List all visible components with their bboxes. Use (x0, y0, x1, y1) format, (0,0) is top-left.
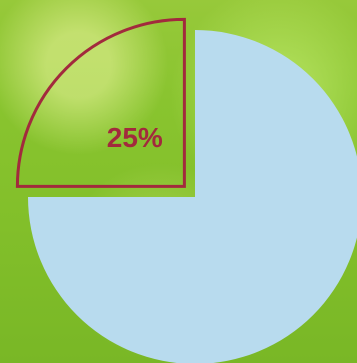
pie-slice-emphasized (15, 17, 186, 188)
pie-slice-label: 25% (107, 122, 163, 153)
pie-slice-remainder (28, 30, 357, 363)
